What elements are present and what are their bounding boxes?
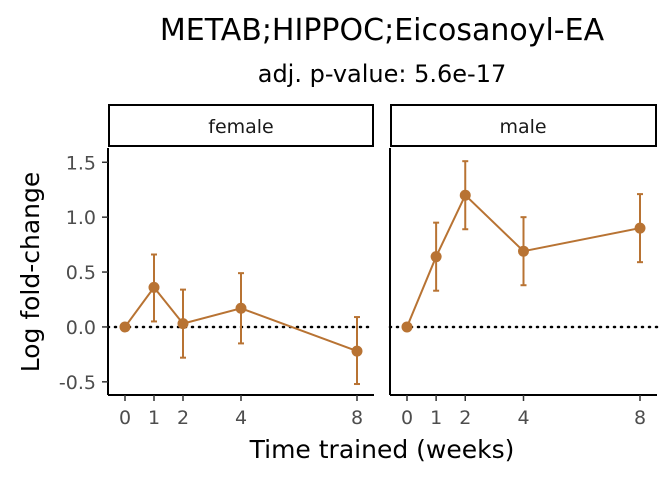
y-tick-label: 1.0 bbox=[66, 207, 96, 229]
x-tick-label: 1 bbox=[148, 407, 160, 429]
data-point bbox=[235, 302, 247, 314]
x-tick-label: 8 bbox=[351, 407, 363, 429]
data-point bbox=[430, 251, 442, 263]
x-tick-label: 4 bbox=[517, 407, 529, 429]
data-point bbox=[459, 189, 471, 201]
data-point bbox=[518, 245, 529, 257]
y-axis-label: Log fold-change bbox=[16, 172, 45, 373]
x-tick-label: 0 bbox=[119, 407, 131, 429]
data-point bbox=[119, 321, 131, 333]
data-point bbox=[401, 321, 413, 333]
facet-label-female: female bbox=[208, 116, 274, 138]
x-tick-label: 8 bbox=[634, 407, 646, 429]
data-point bbox=[177, 318, 189, 330]
x-tick-label: 0 bbox=[401, 407, 413, 429]
data-point bbox=[634, 222, 646, 234]
chart-title: METAB;HIPPOC;Eicosanoyl-EA bbox=[160, 13, 605, 48]
data-point bbox=[351, 345, 363, 357]
y-tick-label: 1.5 bbox=[66, 152, 96, 174]
x-tick-label: 4 bbox=[235, 407, 247, 429]
y-axis-ticks: -0.5 0.0 0.5 1.0 1.5 bbox=[59, 152, 108, 394]
y-tick-label: -0.5 bbox=[59, 372, 96, 394]
data-point bbox=[148, 281, 160, 293]
x-axis-label: Time trained (weeks) bbox=[249, 435, 515, 464]
facet-strip-female bbox=[108, 104, 374, 147]
facet-label-male: male bbox=[499, 116, 546, 138]
facet-strip-male bbox=[390, 104, 657, 147]
x-tick-label: 1 bbox=[430, 407, 442, 429]
x-tick-label: 2 bbox=[177, 407, 189, 429]
chart-subtitle: adj. p-value: 5.6e-17 bbox=[258, 60, 507, 88]
y-tick-label: 0.5 bbox=[66, 262, 96, 284]
x-tick-label: 2 bbox=[459, 407, 471, 429]
y-tick-label: 0.0 bbox=[66, 317, 96, 339]
